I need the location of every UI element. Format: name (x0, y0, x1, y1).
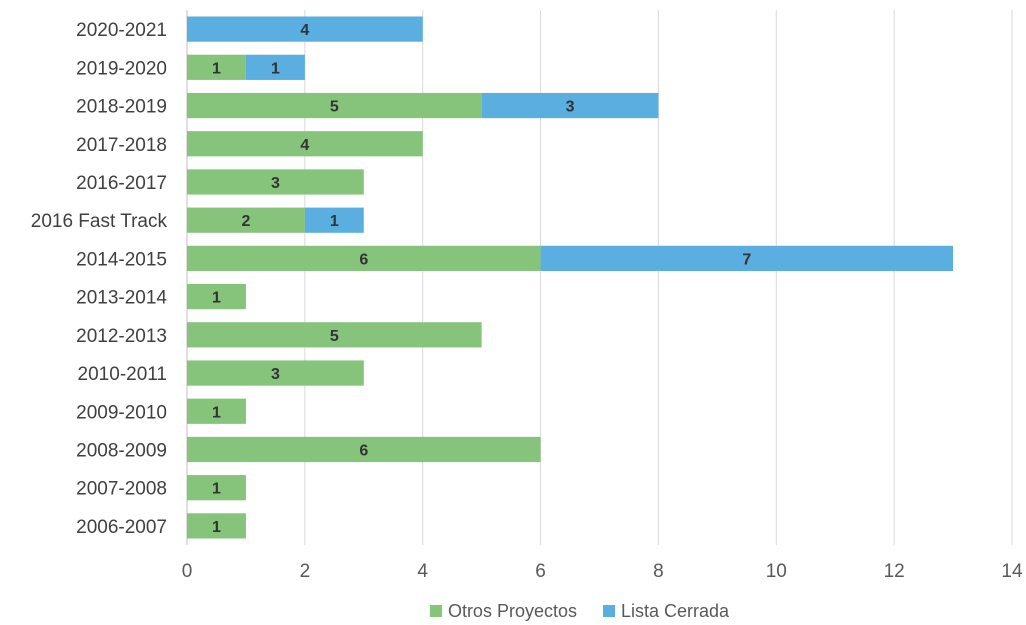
bar-otros-proyectos (187, 475, 246, 501)
x-tick-label-12: 12 (884, 561, 905, 582)
x-tick-label-14: 14 (1001, 561, 1023, 582)
bar-otros-proyectos (187, 169, 364, 195)
x-tick-label-2: 2 (300, 561, 311, 582)
bar-otros-proyectos (187, 54, 246, 80)
category-label: 2016-2017 (76, 173, 167, 194)
category-label: 2012-2013 (76, 326, 167, 347)
x-tick-label-10: 10 (766, 561, 787, 582)
bar-lista-cerrada (481, 92, 659, 119)
bar-otros-proyectos (187, 360, 364, 386)
bar-otros-proyectos (187, 92, 482, 119)
data-label: 3 (271, 175, 280, 192)
category-label: 2014-2015 (76, 249, 167, 270)
data-label: 1 (330, 213, 339, 230)
bar-otros-proyectos (187, 322, 482, 348)
bar-otros-proyectos (187, 513, 246, 539)
data-label: 2 (241, 213, 250, 230)
bar-lista-cerrada (304, 207, 364, 233)
category-label: 2019-2020 (76, 58, 167, 79)
data-label: 5 (330, 99, 339, 116)
category-label: 2008-2009 (76, 440, 167, 461)
legend-label: Lista Cerrada (621, 601, 730, 621)
category-labels: 2020-2021 2019-2020 2018-2019 2017-2018 2016… (31, 20, 168, 538)
category-label: 2009-2010 (76, 402, 167, 423)
data-label: 1 (212, 404, 221, 421)
category-label: 2006-2007 (76, 517, 167, 538)
gridlines (186, 10, 1013, 545)
data-label: 3 (566, 99, 575, 116)
data-label: 1 (212, 519, 221, 536)
category-label: 2020-2021 (76, 20, 167, 41)
category-label: 2018-2019 (76, 97, 167, 118)
data-label: 6 (359, 251, 368, 268)
category-label: 2007-2008 (76, 479, 167, 500)
bar-lista-cerrada (245, 54, 305, 80)
data-label: 7 (742, 251, 751, 268)
category-label: 2017-2018 (76, 135, 167, 156)
data-label: 4 (300, 22, 309, 39)
x-tick-labels: 0 2 4 6 8 10 12 14 (182, 561, 1023, 582)
data-label: 6 (359, 442, 368, 459)
data-label: 1 (212, 481, 221, 498)
bar-otros-proyectos (187, 207, 305, 233)
x-tick-label-8: 8 (653, 561, 664, 582)
category-label: 2010-2011 (78, 364, 167, 385)
data-label: 5 (330, 328, 339, 345)
data-label: 4 (300, 137, 309, 154)
category-label: 2016 Fast Track (31, 211, 168, 232)
legend-label: Otros Proyectos (448, 601, 577, 621)
data-label: 1 (271, 60, 280, 77)
category-label: 2013-2014 (76, 288, 167, 309)
bar-otros-proyectos (187, 131, 423, 157)
bar-lista-cerrada (540, 245, 954, 272)
legend-swatch (429, 605, 442, 617)
x-tick-label-6: 6 (535, 561, 546, 582)
legend-swatch (602, 605, 615, 617)
bar-otros-proyectos (187, 436, 541, 463)
bar-otros-proyectos (187, 245, 541, 272)
data-label: 1 (212, 60, 221, 77)
bar-otros-proyectos (187, 283, 246, 310)
data-label: 3 (271, 366, 280, 383)
x-tick-label-4: 4 (417, 561, 428, 582)
bars (187, 16, 954, 539)
legend: Otros Proyectos Lista Cerrada (429, 601, 730, 621)
data-label: 1 (212, 290, 221, 307)
bar-otros-proyectos (187, 398, 246, 424)
x-tick-label-0: 0 (182, 561, 193, 582)
bar-lista-cerrada (187, 16, 423, 42)
